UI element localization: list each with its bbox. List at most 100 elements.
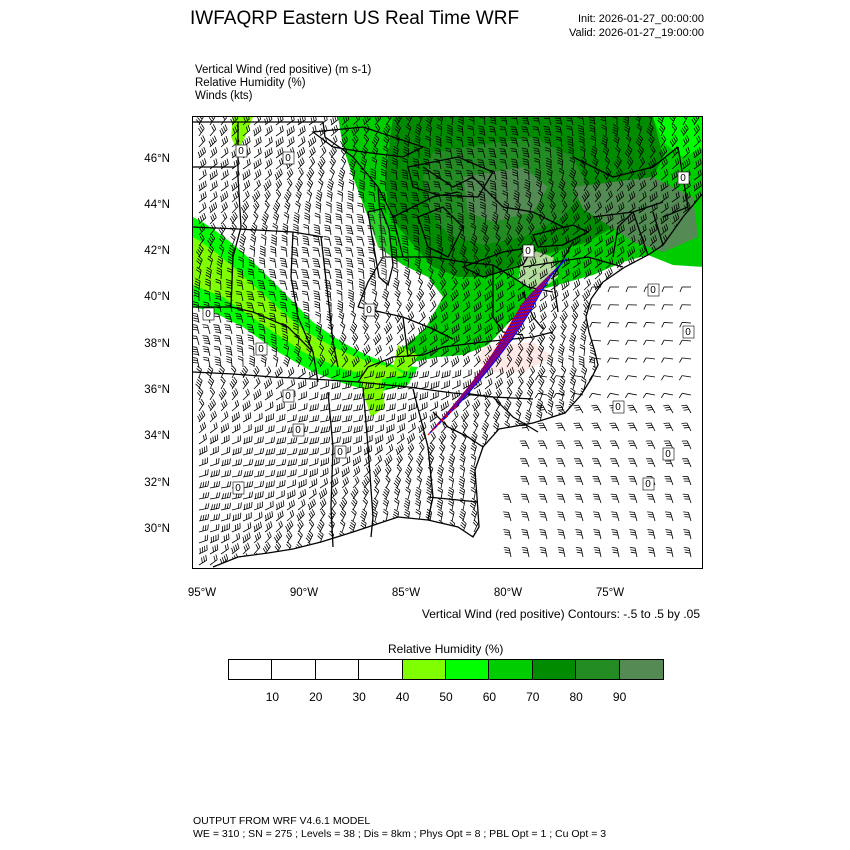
init-time: Init: 2026-01-27_00:00:00 [578, 13, 704, 25]
wind-barb [660, 213, 669, 225]
wind-barb [425, 135, 431, 148]
wind-barb [521, 137, 530, 148]
wind-barb [488, 137, 497, 148]
wind-barb [532, 117, 541, 126]
wind-barb [590, 135, 597, 148]
wind-barb [682, 146, 691, 159]
wind-barb [445, 202, 453, 214]
wind-barb [297, 168, 304, 181]
wind-barb [400, 192, 409, 203]
wind-barb [478, 125, 486, 137]
wind-barb [510, 137, 519, 148]
wind-barb [295, 178, 303, 192]
wind-barb [209, 158, 218, 170]
wind-barb [209, 201, 218, 214]
wind-barb [634, 117, 641, 126]
wind-barb [693, 158, 702, 170]
lat-label: 44°N [144, 199, 170, 211]
wind-barb [660, 202, 669, 214]
wind-barb [286, 178, 293, 192]
wind-barb [371, 134, 380, 148]
wind-barb [400, 214, 409, 225]
wind-barb [548, 178, 554, 192]
wind-barb [477, 148, 486, 159]
wind-barb [456, 136, 464, 148]
wind-barb [572, 212, 580, 225]
wind-barb [589, 124, 596, 137]
wind-barb [657, 117, 665, 126]
zero-label: 0 [645, 479, 651, 490]
wind-barb [511, 158, 519, 170]
wind-barb [625, 134, 632, 148]
wind-barb [198, 180, 207, 192]
wind-barb [457, 212, 464, 225]
wind-barb [390, 180, 398, 192]
wind-barb [242, 158, 251, 170]
wind-barb [220, 201, 228, 214]
wind-barb [264, 200, 270, 214]
wind-barb [363, 134, 369, 148]
wind-barb [319, 146, 327, 159]
wind-barb [275, 125, 284, 137]
wind-barb [209, 191, 218, 203]
wind-barb [394, 123, 402, 137]
wind-barb [547, 189, 555, 203]
wind-barb [555, 117, 563, 126]
zero-label: 0 [295, 425, 301, 436]
wind-barb [594, 190, 602, 203]
wind-barb [601, 124, 607, 137]
wind-barb [467, 125, 475, 137]
zero-label: 0 [235, 483, 241, 494]
wind-barb [570, 201, 580, 214]
wind-barb [405, 117, 413, 126]
wind-barb [535, 178, 542, 192]
lon-label: 75°W [595, 587, 625, 599]
wind-barb [389, 203, 398, 214]
wind-barb [306, 178, 314, 192]
wind-barb [318, 167, 325, 181]
wind-barb [466, 180, 475, 192]
wind-barb [500, 169, 508, 181]
wind-barb [357, 202, 365, 214]
wind-barb [403, 146, 410, 159]
wind-barb [671, 191, 680, 203]
zero-label: 0 [525, 246, 531, 257]
colorbar-swatch [532, 660, 577, 679]
wind-barb [499, 126, 508, 137]
wind-barb [242, 169, 251, 181]
wind-barb [649, 224, 658, 236]
wind-barb [499, 137, 508, 148]
wind-barb [352, 117, 361, 126]
colorbar-label: 80 [569, 690, 583, 704]
wind-barb [649, 168, 658, 181]
colorbar-label: 90 [612, 690, 627, 704]
wind-barb [275, 189, 282, 203]
wind-barb [566, 125, 574, 137]
wind-barb [466, 136, 475, 148]
colorbar-swatch [229, 660, 273, 679]
wind-barb [477, 137, 486, 148]
wind-barb [612, 124, 619, 137]
wind-barb [539, 223, 547, 236]
lat-label: 38°N [144, 338, 170, 350]
wind-barb [521, 117, 530, 126]
wind-barb [358, 179, 365, 192]
wind-barb [513, 190, 520, 203]
wind-barb [468, 117, 475, 126]
zero-label: 0 [366, 305, 372, 316]
wind-barb [433, 181, 442, 192]
wind-barb [293, 212, 300, 225]
wind-barb [335, 213, 343, 225]
wind-barb [499, 148, 508, 159]
wind-barb [455, 147, 464, 159]
wind-barb [572, 189, 579, 203]
wind-barb [491, 201, 498, 214]
lon-label: 95°W [187, 587, 217, 599]
valid-time: Valid: 2026-01-27_19:00:00 [569, 27, 704, 39]
wind-barb [455, 159, 464, 170]
wind-barb [360, 145, 368, 159]
wind-barb [592, 178, 601, 192]
wind-barb [502, 190, 508, 203]
colorbar-swatch [402, 660, 446, 679]
wind-barb [242, 190, 250, 203]
